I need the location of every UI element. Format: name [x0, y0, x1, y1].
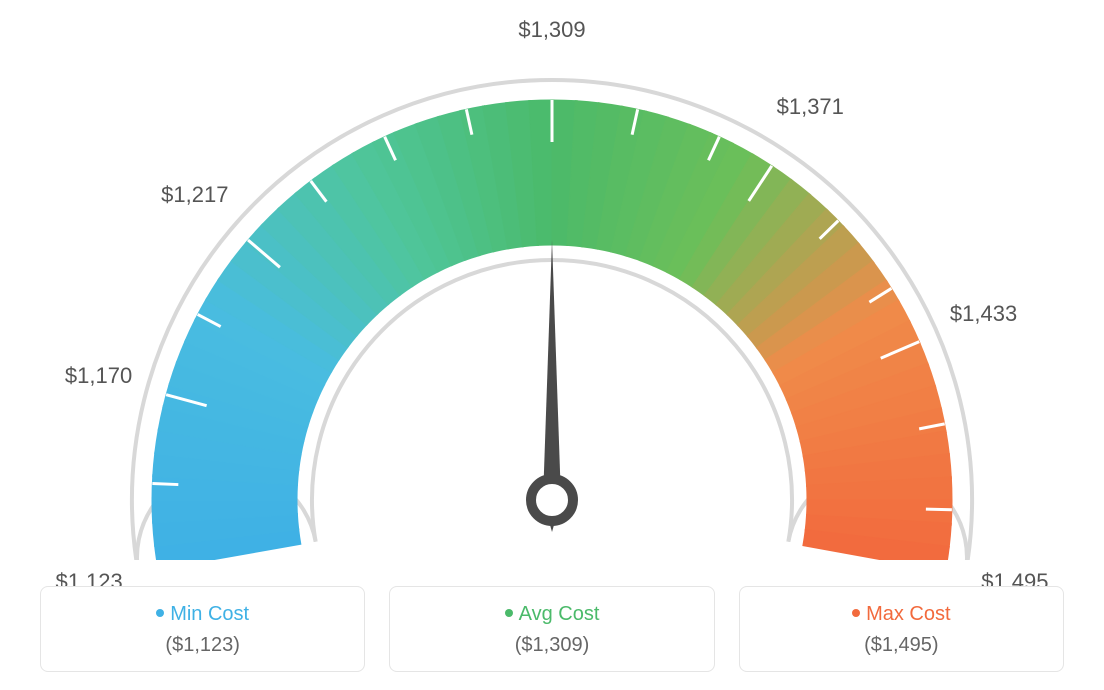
gauge-chart-container: $1,123$1,170$1,217$1,309$1,371$1,433$1,4… [0, 0, 1104, 690]
legend-title-min: Min Cost [51, 603, 354, 626]
legend-title-avg: Avg Cost [400, 603, 703, 626]
legend-card-max: Max Cost ($1,495) [739, 586, 1064, 672]
gauge-svg [0, 0, 1104, 560]
legend-title-text: Avg Cost [519, 603, 600, 625]
gauge-tick-label: $1,433 [950, 301, 1017, 327]
legend-card-avg: Avg Cost ($1,309) [389, 586, 714, 672]
legend-title-max: Max Cost [750, 603, 1053, 626]
legend-title-text: Min Cost [170, 603, 249, 625]
legend-dot-max [852, 609, 860, 617]
legend-title-text: Max Cost [866, 603, 950, 625]
legend-value-avg: ($1,309) [400, 634, 703, 657]
gauge-tick-label: $1,309 [518, 17, 585, 43]
gauge-tick-label: $1,170 [65, 363, 132, 389]
gauge-tick-minor [926, 509, 952, 510]
gauge-needle-hub [531, 479, 573, 521]
gauge-tick-minor [152, 483, 178, 484]
legend-dot-min [156, 609, 164, 617]
legend-dot-avg [505, 609, 513, 617]
legend-card-min: Min Cost ($1,123) [40, 586, 365, 672]
legend-value-min: ($1,123) [51, 634, 354, 657]
gauge-area: $1,123$1,170$1,217$1,309$1,371$1,433$1,4… [0, 0, 1104, 560]
legend-row: Min Cost ($1,123) Avg Cost ($1,309) Max Cost… [40, 586, 1064, 672]
legend-value-max: ($1,495) [750, 634, 1053, 657]
gauge-tick-label: $1,217 [161, 182, 228, 208]
gauge-tick-label: $1,371 [777, 94, 844, 120]
